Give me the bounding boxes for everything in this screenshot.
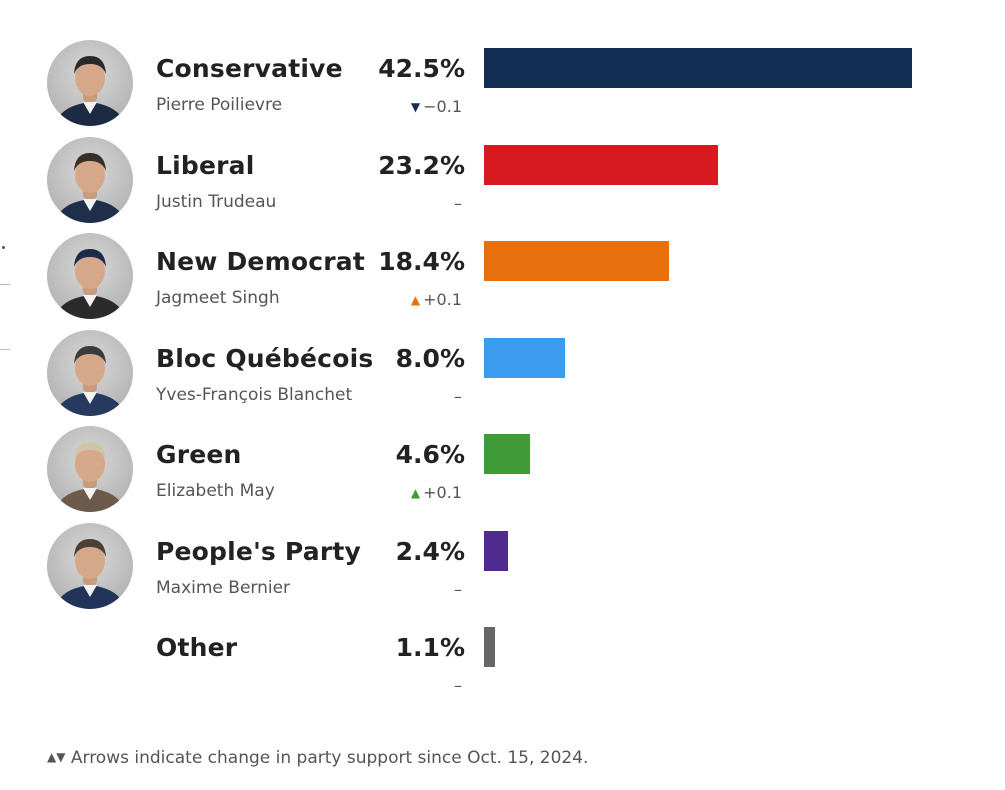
party-name: People's Party	[156, 536, 362, 566]
portrait-icon	[55, 249, 125, 319]
change-value: +0.1	[423, 483, 462, 502]
change-label: ▼ −0.1	[411, 97, 462, 116]
party-name: Liberal	[156, 150, 255, 180]
party-name: Other	[156, 633, 238, 662]
party-name: Bloc Québécois	[156, 343, 374, 373]
portrait-icon	[55, 538, 125, 609]
change-value: –	[454, 386, 462, 406]
leader-avatar	[47, 426, 133, 512]
edge-divider	[0, 284, 10, 285]
portrait-icon	[55, 345, 125, 416]
change-label: ▲ +0.1	[411, 290, 462, 309]
party-row: New Democrat Jagmeet Singh 18.4% ▲ +0.1	[0, 233, 1005, 329]
leader-avatar	[47, 233, 133, 319]
poll-results-chart: Conservative Pierre Poilievre 42.5% ▼ −0.1 Li…	[0, 40, 1005, 715]
party-row: Bloc Québécois Yves-François Blanchet 8.0%…	[0, 329, 1005, 426]
down-arrow-legend-icon: ▼	[56, 750, 66, 764]
change-value: −0.1	[423, 97, 462, 116]
up-arrow-icon: ▲	[410, 486, 421, 500]
bar	[484, 48, 912, 88]
change-label: –	[454, 580, 462, 599]
change-value: –	[454, 193, 462, 213]
leader-avatar	[47, 136, 133, 223]
bar	[484, 434, 530, 474]
leader-avatar	[47, 40, 133, 126]
party-name: Green	[156, 440, 242, 469]
bar	[484, 337, 565, 378]
bar	[484, 144, 718, 185]
change-label: –	[454, 387, 462, 406]
party-row: Liberal Justin Trudeau 23.2% –	[0, 136, 1005, 233]
leader-avatar	[47, 329, 133, 416]
leader-name: Yves-François Blanchet	[156, 384, 353, 405]
percent-label: 2.4%	[395, 536, 465, 566]
portrait-icon	[55, 152, 125, 223]
bar	[484, 627, 495, 667]
up-arrow-icon: ▲	[410, 293, 421, 307]
percent-label: 4.6%	[395, 440, 465, 469]
party-row: Conservative Pierre Poilievre 42.5% ▼ −0.1	[0, 40, 1005, 136]
change-label: –	[454, 676, 462, 695]
party-row: Green Elizabeth May 4.6% ▲ +0.1	[0, 426, 1005, 522]
portrait-icon	[55, 442, 125, 512]
edge-dot	[2, 246, 5, 249]
leader-name: Justin Trudeau	[156, 191, 277, 212]
leader-avatar	[47, 522, 133, 609]
leader-name: Maxime Bernier	[156, 577, 291, 598]
percent-label: 1.1%	[395, 633, 465, 662]
party-row: Other 1.1% –	[0, 619, 1005, 715]
party-name: New Democrat	[156, 247, 365, 276]
footnote-text: Arrows indicate change in party support …	[70, 748, 589, 768]
change-label: –	[454, 194, 462, 213]
bar	[484, 241, 669, 281]
change-value: –	[454, 579, 462, 599]
party-name: Conservative	[156, 54, 343, 83]
change-value: –	[454, 676, 462, 695]
leader-name: Pierre Poilievre	[156, 95, 283, 115]
percent-label: 18.4%	[378, 247, 465, 276]
up-arrow-legend-icon: ▲	[47, 750, 57, 764]
leader-name: Jagmeet Singh	[156, 288, 280, 308]
change-label: ▲ +0.1	[411, 483, 462, 502]
percent-label: 42.5%	[378, 54, 465, 83]
party-row: People's Party Maxime Bernier 2.4% –	[0, 522, 1005, 619]
footnote: ▲▼ Arrows indicate change in party suppo…	[47, 748, 588, 768]
percent-label: 8.0%	[395, 343, 465, 373]
bar	[484, 530, 508, 571]
percent-label: 23.2%	[378, 150, 465, 180]
edge-divider	[0, 349, 10, 350]
down-arrow-icon: ▼	[410, 100, 421, 114]
leader-name: Elizabeth May	[156, 481, 275, 501]
change-value: +0.1	[423, 290, 462, 309]
portrait-icon	[55, 56, 125, 126]
